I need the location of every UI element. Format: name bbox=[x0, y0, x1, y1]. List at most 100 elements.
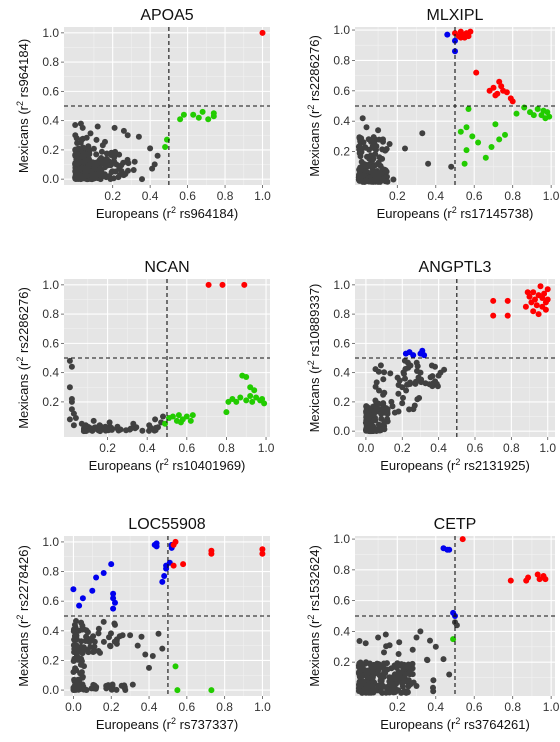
point-other bbox=[131, 158, 138, 165]
x-axis-label-sup: 2 bbox=[171, 716, 176, 726]
point-red bbox=[180, 561, 187, 568]
point-other bbox=[419, 130, 426, 137]
point-other bbox=[356, 638, 363, 644]
point-green bbox=[175, 412, 182, 419]
x-axis-label-sup: 2 bbox=[164, 457, 169, 467]
points bbox=[355, 28, 553, 185]
point-other bbox=[398, 662, 405, 669]
point-other bbox=[381, 649, 387, 656]
panel-title: ANGPTL3 bbox=[419, 259, 492, 276]
point-other bbox=[391, 662, 398, 669]
point-red bbox=[457, 34, 464, 41]
point-green bbox=[180, 111, 187, 118]
point-other bbox=[160, 413, 166, 420]
point-other bbox=[362, 640, 369, 647]
point-other bbox=[370, 155, 377, 162]
point-red bbox=[537, 283, 544, 290]
point-other bbox=[93, 151, 100, 158]
point-other bbox=[377, 362, 384, 369]
point-red bbox=[524, 289, 531, 296]
point-other bbox=[379, 407, 386, 414]
y-tick-label: 0.8 bbox=[333, 53, 350, 67]
point-green bbox=[162, 144, 169, 150]
point-blue bbox=[110, 590, 117, 597]
y-axis-label-rest: rs2286276) bbox=[307, 35, 322, 104]
point-other bbox=[368, 663, 375, 670]
point-red bbox=[530, 308, 537, 315]
point-red bbox=[259, 29, 266, 36]
point-other bbox=[90, 145, 97, 152]
y-axis-label-main: Mexicans (r bbox=[307, 619, 322, 687]
point-other bbox=[111, 124, 118, 131]
point-other bbox=[387, 370, 394, 377]
point-other bbox=[102, 138, 108, 145]
point-other bbox=[85, 145, 92, 152]
point-other bbox=[79, 152, 86, 159]
point-other bbox=[66, 357, 73, 364]
point-other bbox=[373, 406, 380, 413]
point-other bbox=[142, 651, 149, 658]
point-other bbox=[87, 130, 94, 137]
point-other bbox=[448, 163, 455, 170]
x-tick-label: 0.2 bbox=[389, 700, 406, 714]
point-other bbox=[103, 174, 110, 181]
point-red bbox=[542, 306, 549, 313]
point-other bbox=[375, 127, 382, 134]
x-axis-label-sup: 2 bbox=[455, 457, 460, 467]
point-other bbox=[70, 658, 77, 664]
point-green bbox=[488, 144, 495, 150]
point-green bbox=[189, 412, 196, 419]
y-tick-label: 1.0 bbox=[42, 535, 59, 549]
x-axis-label-main: Europeans (r bbox=[89, 458, 165, 473]
panel-angptl3: 0.0 0.2 0.4 0.6 0.8 1.0 0.0 0.2 0.4 0.6 0.8 1.0 ANGP… bbox=[306, 259, 556, 473]
point-other bbox=[76, 627, 82, 634]
point-green bbox=[530, 112, 537, 119]
x-axis-label-rest: rs10401969) bbox=[169, 458, 246, 473]
x-tick-label: 0.8 bbox=[503, 441, 520, 455]
point-other bbox=[381, 419, 388, 426]
point-red bbox=[507, 577, 514, 584]
point-other bbox=[390, 176, 397, 183]
x-tick-label: 0.4 bbox=[139, 441, 156, 455]
point-blue bbox=[110, 605, 117, 612]
point-blue bbox=[153, 540, 160, 547]
point-other bbox=[441, 366, 448, 373]
point-other bbox=[375, 661, 382, 668]
point-other bbox=[380, 376, 387, 383]
point-other bbox=[375, 368, 382, 375]
x-tick-label: 0.2 bbox=[104, 189, 121, 203]
x-tick-label: 0.4 bbox=[427, 700, 444, 714]
point-other bbox=[381, 669, 388, 676]
point-other bbox=[400, 394, 406, 401]
panel-title: APOA5 bbox=[140, 7, 193, 24]
point-other bbox=[375, 400, 382, 407]
point-blue bbox=[446, 546, 453, 553]
y-tick-label: 0.4 bbox=[333, 366, 350, 380]
point-other bbox=[410, 406, 417, 412]
point-other bbox=[92, 162, 99, 169]
y-axis-label-main: Mexicans (r bbox=[307, 365, 322, 433]
point-green bbox=[469, 133, 476, 140]
point-other bbox=[83, 634, 90, 641]
point-red bbox=[496, 78, 503, 85]
point-green bbox=[243, 374, 250, 380]
point-other bbox=[149, 165, 156, 172]
point-red bbox=[541, 290, 548, 297]
point-other bbox=[116, 164, 123, 171]
y-tick-label: 0.6 bbox=[42, 84, 59, 98]
point-other bbox=[72, 122, 79, 128]
y-tick-label: 0.8 bbox=[42, 307, 59, 321]
y-tick-label: 0.2 bbox=[333, 395, 350, 409]
point-other bbox=[73, 684, 80, 691]
point-green bbox=[205, 116, 212, 123]
point-other bbox=[91, 638, 98, 645]
point-other bbox=[103, 685, 110, 692]
point-other bbox=[402, 145, 408, 152]
point-red bbox=[208, 547, 215, 554]
point-other bbox=[79, 135, 86, 142]
x-tick-label: 0.0 bbox=[358, 441, 375, 455]
point-other bbox=[100, 638, 107, 645]
panel-title: NCAN bbox=[144, 259, 189, 276]
point-other bbox=[356, 143, 363, 149]
